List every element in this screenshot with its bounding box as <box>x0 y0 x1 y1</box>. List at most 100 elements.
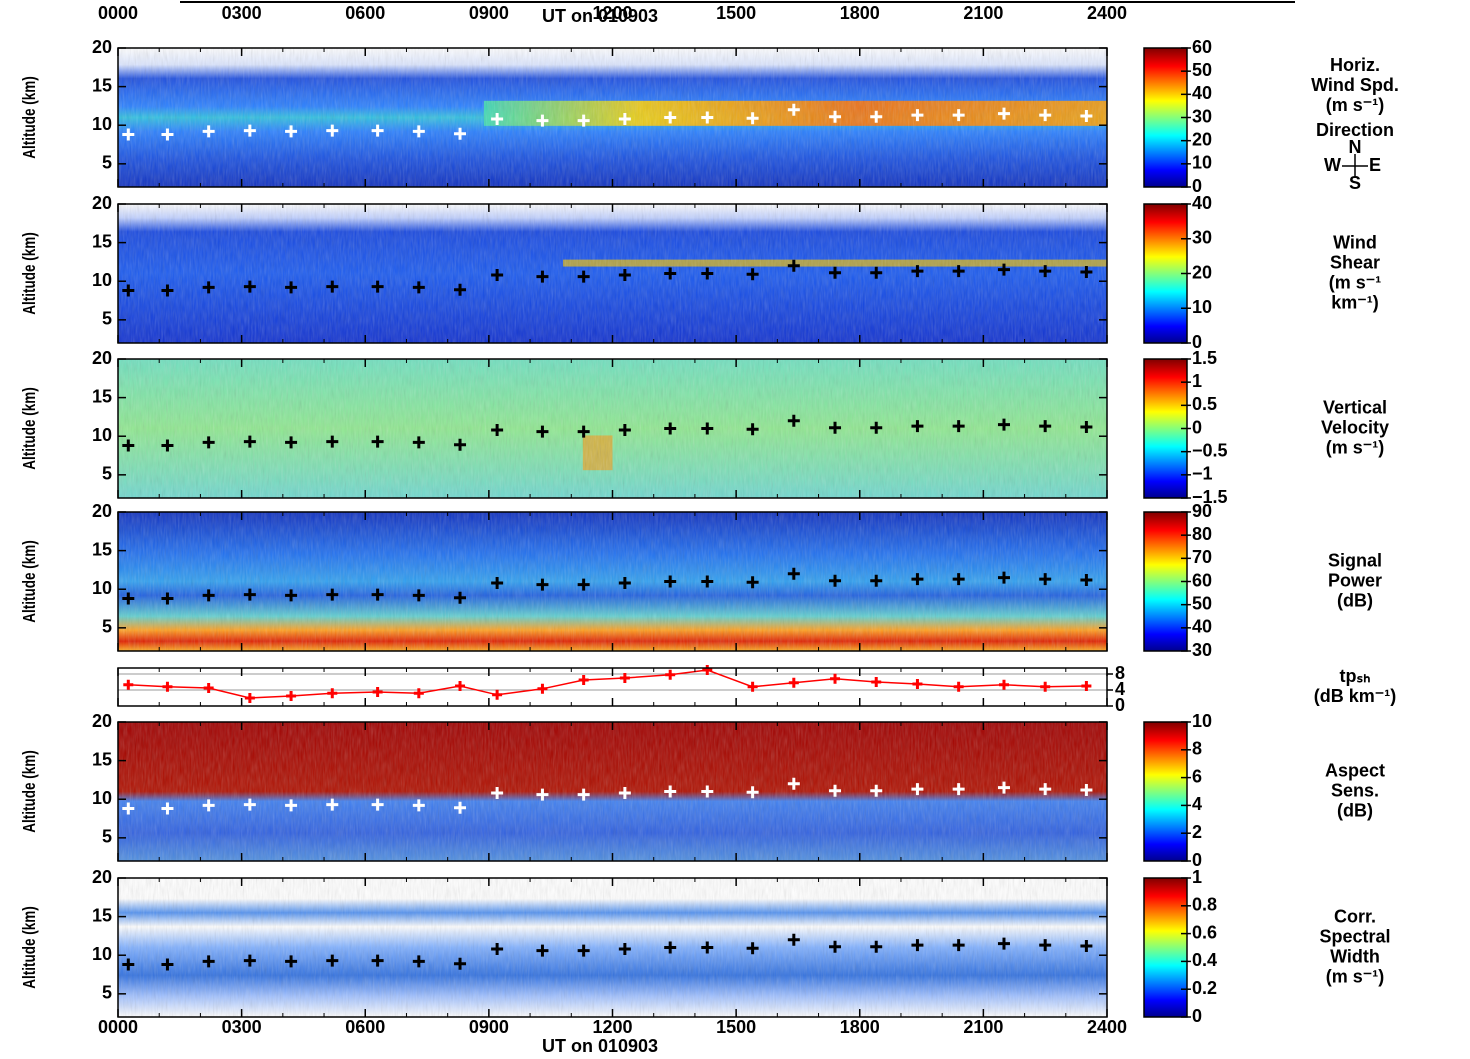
colorbar-tick-label: 50 <box>1192 593 1212 613</box>
x-tick-label: 2400 <box>1087 1017 1127 1037</box>
x-tick-label: 0000 <box>98 1017 138 1037</box>
y-axis-title: Altitude (km) <box>20 906 39 988</box>
y-tick-label: 5 <box>102 309 112 329</box>
y-tick-label: 20 <box>92 501 112 521</box>
x-tick-label: 0900 <box>469 1017 509 1037</box>
panel-label: Wind Spd. <box>1311 75 1399 95</box>
x-tick-label: 2400 <box>1087 3 1127 23</box>
tp-marker <box>286 691 296 701</box>
panel-label: (m s⁻¹) <box>1326 95 1385 115</box>
tp-marker <box>830 674 840 684</box>
tp-marker <box>492 690 502 700</box>
x-tick-label: 0300 <box>222 3 262 23</box>
colorbar-tick-label: 0.8 <box>1192 895 1217 915</box>
y-tick-label: 15 <box>92 905 112 925</box>
panel-label: km⁻¹) <box>1331 292 1379 312</box>
panel-label: (dB) <box>1337 590 1373 610</box>
x-tick-label: 0900 <box>469 3 509 23</box>
colorbar-tick-label: −1 <box>1192 464 1213 484</box>
panel-label: Aspect <box>1325 760 1385 780</box>
compass-n: N <box>1349 137 1362 157</box>
panel-label: Spectral <box>1319 926 1390 946</box>
colorbar-tick-label: 0 <box>1192 1006 1202 1026</box>
colorbar-tick-label: 0 <box>1192 417 1202 437</box>
x-axis-title-bottom: UT on 010903 <box>542 1036 658 1056</box>
colorbar-tick-label: 40 <box>1192 193 1212 213</box>
y-tick-label: 20 <box>92 193 112 213</box>
colorbar-tick-label: 60 <box>1192 570 1212 590</box>
colorbar-tick-label: 4 <box>1192 794 1202 814</box>
tp-marker <box>579 675 589 685</box>
colorbar-tick-label: 0.2 <box>1192 978 1217 998</box>
y-axis-title: Altitude (km) <box>20 750 39 832</box>
tp-marker <box>123 680 133 690</box>
colorbar-tick-label: 6 <box>1192 766 1202 786</box>
colorbar-tick-label: 0.4 <box>1192 950 1217 970</box>
y-axis-title: Altitude (km) <box>20 387 39 469</box>
colorbar-tick-label: 0.6 <box>1192 922 1217 942</box>
colorbar-tick-label: 10 <box>1192 711 1212 731</box>
panel-label: (dB) <box>1337 800 1373 820</box>
colorbar-tick-label: 10 <box>1192 297 1212 317</box>
colorbar-tick-label: 70 <box>1192 547 1212 567</box>
colorbar-tick-label: 1 <box>1192 371 1202 391</box>
panel-label: Corr. <box>1334 906 1376 926</box>
tp-marker <box>665 670 675 680</box>
colorbar-tick-label: 20 <box>1192 129 1212 149</box>
panel-label: Velocity <box>1321 417 1389 437</box>
panel-label: Width <box>1330 946 1380 966</box>
y-tick-label: 5 <box>102 827 112 847</box>
panel-label: (m s⁻¹) <box>1326 966 1385 986</box>
y-tick-label: 5 <box>102 153 112 173</box>
colorbar-tick-label: 80 <box>1192 524 1212 544</box>
x-tick-label: 0300 <box>222 1017 262 1037</box>
x-tick-label: 0600 <box>345 3 385 23</box>
x-tick-label: 1800 <box>840 1017 880 1037</box>
x-tick-label: 1200 <box>592 3 632 23</box>
y-tick-label: 5 <box>102 617 112 637</box>
colorbar-tick-label: −0.5 <box>1192 440 1228 460</box>
tp-marker <box>871 677 881 687</box>
colorbar <box>1144 359 1187 498</box>
y-tick-label: 15 <box>92 539 112 559</box>
tp-marker <box>999 680 1009 690</box>
colorbar-tick-label: 10 <box>1192 153 1212 173</box>
y-tick-label: 10 <box>92 944 112 964</box>
x-tick-label: 0000 <box>98 3 138 23</box>
x-tick-label: 2100 <box>963 1017 1003 1037</box>
colorbar-tick-label: 30 <box>1192 228 1212 248</box>
y-tick-label: 10 <box>92 578 112 598</box>
y-tick-label: 15 <box>92 749 112 769</box>
x-tick-label: 2100 <box>963 3 1003 23</box>
y-axis-title: Altitude (km) <box>20 232 39 314</box>
y-tick-label: 20 <box>92 711 112 731</box>
colorbar <box>1144 204 1187 343</box>
colorbar-tick-label: 30 <box>1192 106 1212 126</box>
colorbar-tick-label: 60 <box>1192 37 1212 57</box>
y-tick-label: 10 <box>92 270 112 290</box>
panel-label: Signal <box>1328 550 1382 570</box>
colorbar-tick-label: 2 <box>1192 822 1202 842</box>
y-tick-label: 20 <box>92 37 112 57</box>
tp-marker <box>204 683 214 693</box>
compass-w: W <box>1324 155 1341 175</box>
tp-marker <box>537 684 547 694</box>
x-tick-label: 1500 <box>716 1017 756 1037</box>
y-axis-title: Altitude (km) <box>20 76 39 158</box>
x-tick-label: 1200 <box>592 1017 632 1037</box>
colorbar-tick-label: 0.5 <box>1192 394 1217 414</box>
panel-label: (m s⁻¹ <box>1329 272 1382 292</box>
colorbar-tick-label: 1.5 <box>1192 348 1217 368</box>
colorbar <box>1144 878 1187 1017</box>
y-tick-label: 20 <box>92 348 112 368</box>
panel-label: Shear <box>1330 252 1380 272</box>
tp-marker <box>789 678 799 688</box>
colorbar <box>1144 512 1187 651</box>
x-tick-label: 0600 <box>345 1017 385 1037</box>
colorbar-tick-label: 90 <box>1192 501 1212 521</box>
y-tick-label: 10 <box>92 114 112 134</box>
colorbar-tick-label: 1 <box>1192 867 1202 887</box>
tp-marker <box>912 679 922 689</box>
y-tick-label: 5 <box>102 464 112 484</box>
colorbar <box>1144 48 1187 187</box>
